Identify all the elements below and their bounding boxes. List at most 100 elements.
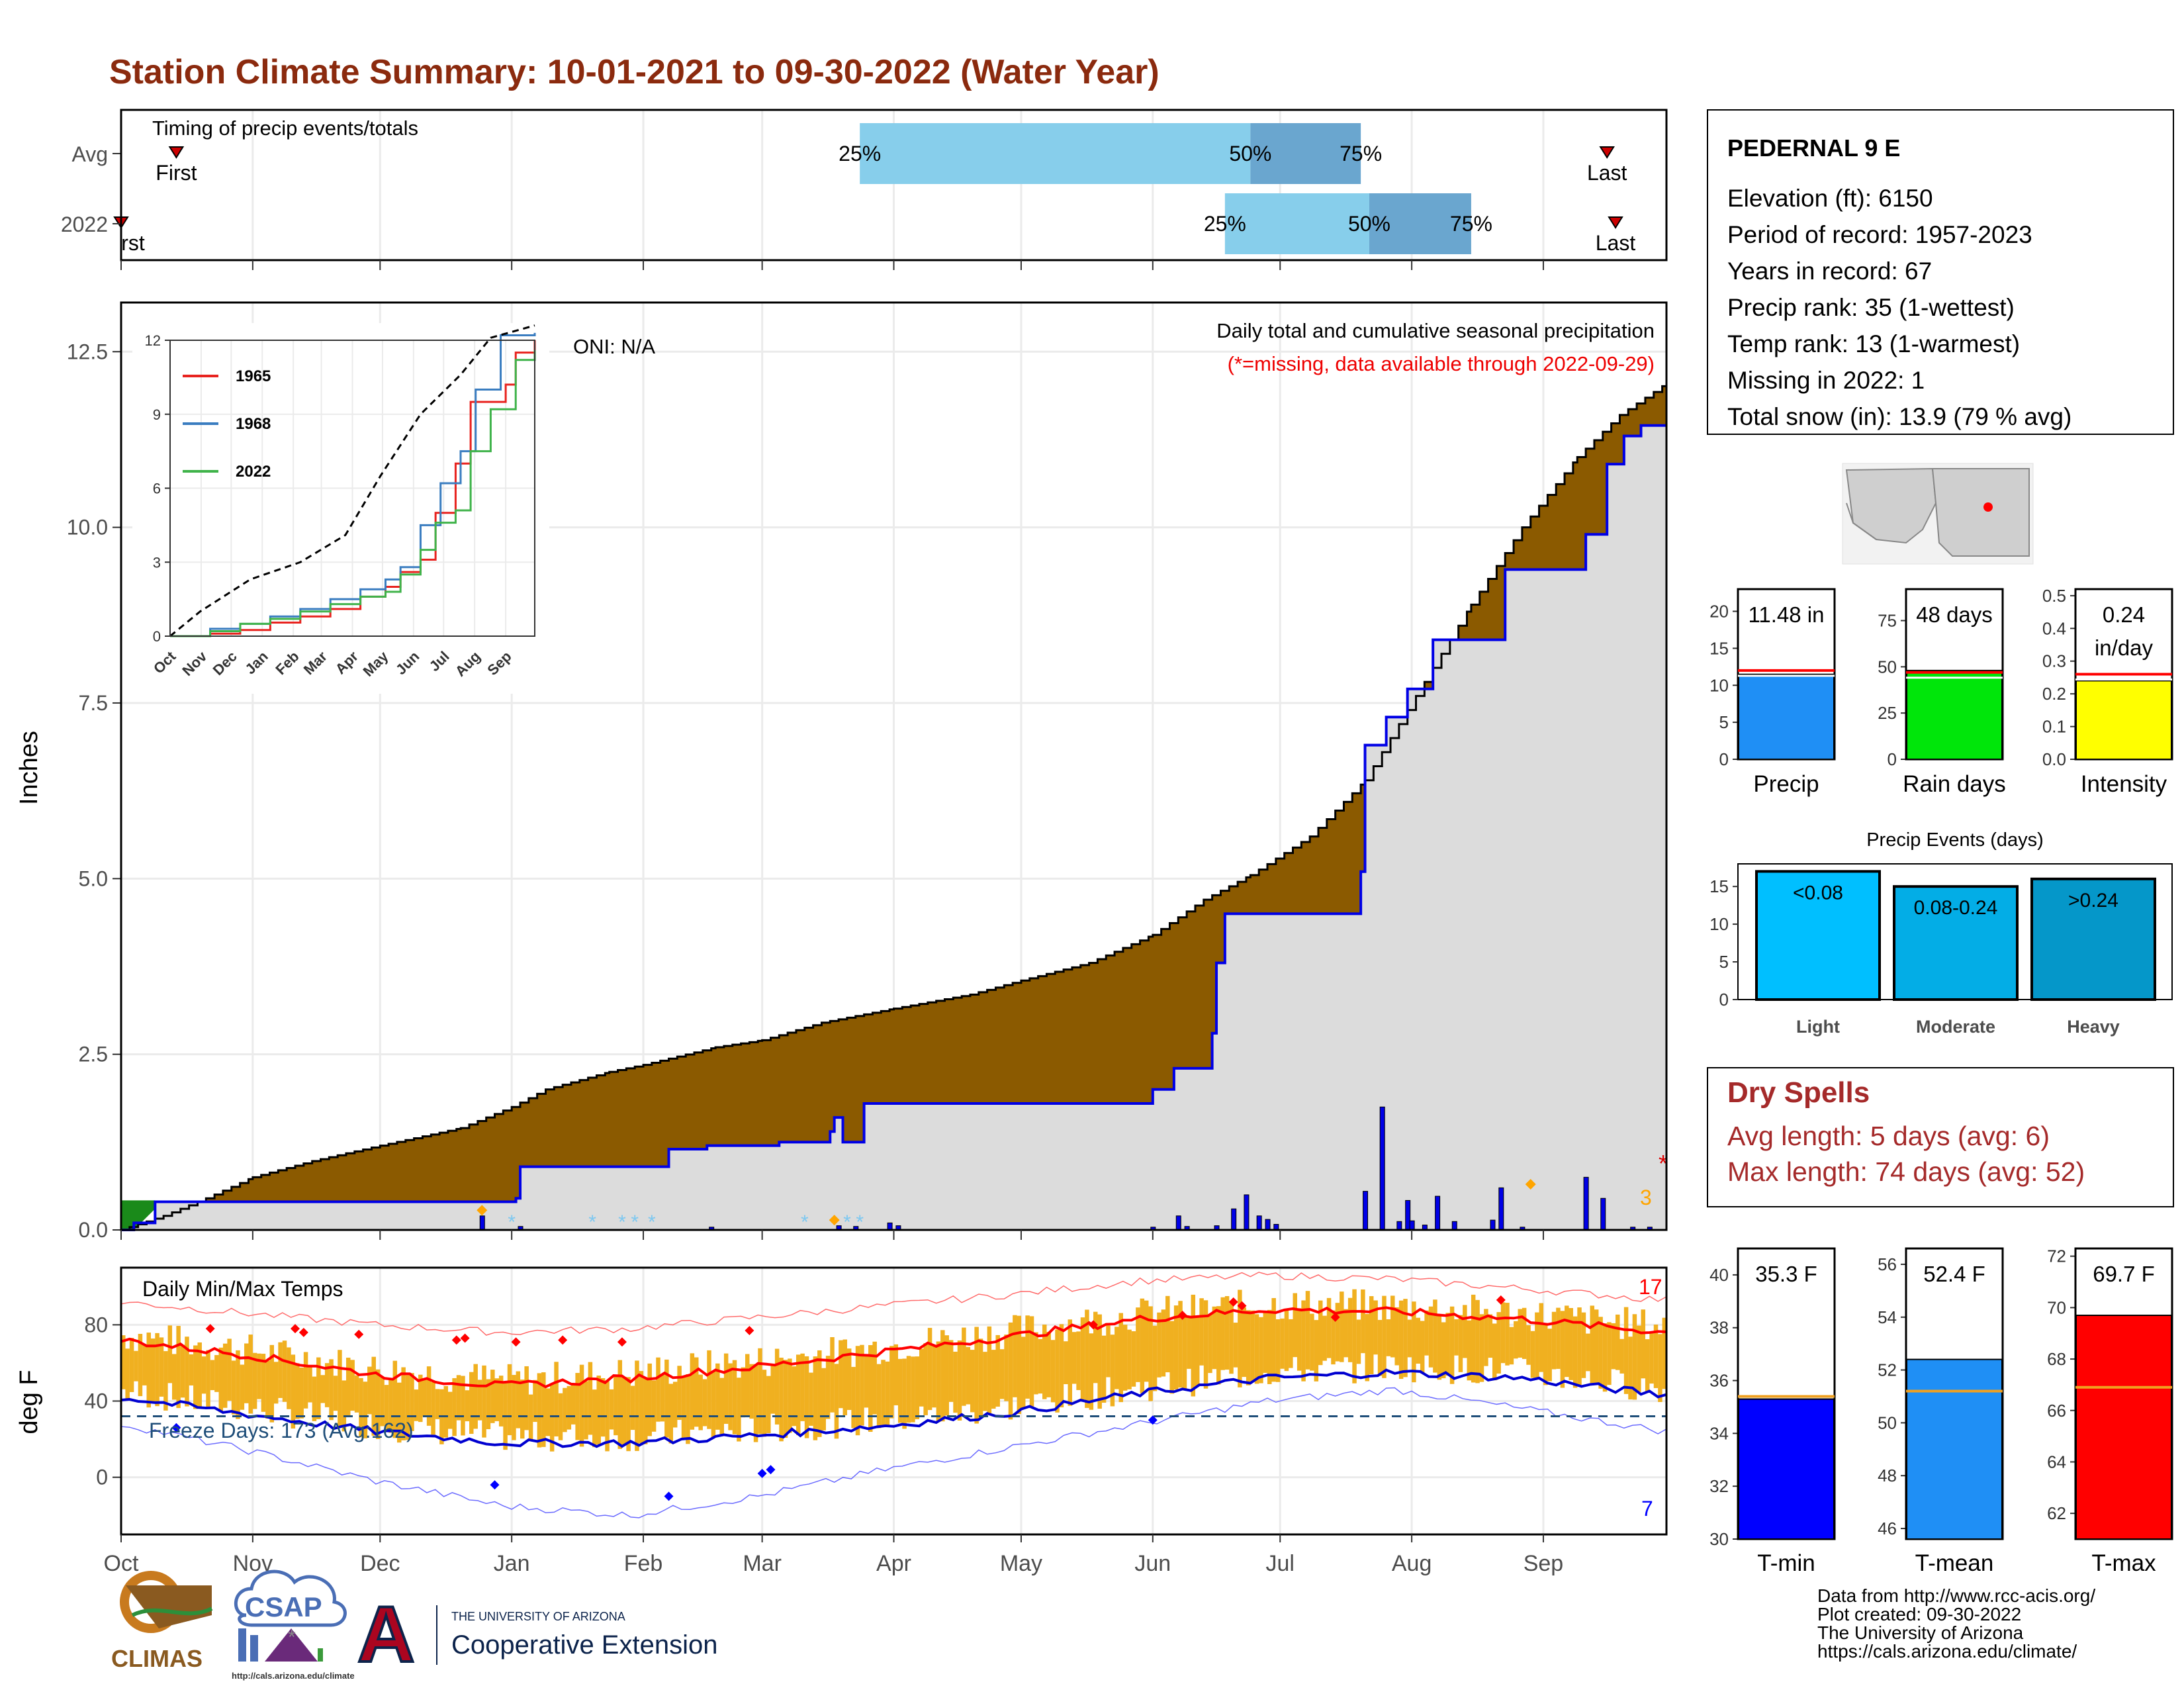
summary-value-label: 52.4 F [1923, 1262, 1985, 1286]
daily-temp-bar [948, 1340, 954, 1402]
daily-temp-bar [1475, 1299, 1480, 1383]
daily-temp-bar [614, 1375, 618, 1436]
footer-line: The University of Arizona [1817, 1622, 2024, 1643]
temperature-bars: 30 32 34 36 38 40 35.3 F T-min 46 48 50 52 54 56 52.4 … [1709, 1246, 2173, 1576]
daily-temp-bar [1297, 1308, 1302, 1371]
daily-temp-bar [1420, 1321, 1425, 1374]
daily-temp-bar [1115, 1327, 1119, 1389]
daily-temp-bar [176, 1325, 181, 1409]
dry-spells-title: Dry Spells [1727, 1076, 1870, 1109]
daily-temp-bar [1071, 1332, 1077, 1384]
daily-temp-bar [426, 1366, 432, 1426]
month-axis: Oct Nov Dec Jan Feb Mar Apr May Jun Jul Aug Sep [104, 260, 1563, 1576]
daily-temp-bar [1543, 1323, 1548, 1385]
daily-temp-bar [1619, 1338, 1624, 1374]
daily-temp-bar [1586, 1333, 1590, 1372]
daily-temp-bar [1097, 1314, 1102, 1409]
bar-y-tick-label: 5 [1719, 712, 1729, 732]
daily-temp-bar [1433, 1299, 1437, 1373]
daily-temp-bar [966, 1346, 971, 1405]
daily-precip-bar [887, 1222, 893, 1231]
daily-temp-bar [1284, 1310, 1289, 1372]
daily-temp-bar [338, 1350, 342, 1428]
record-marker [477, 1205, 488, 1216]
daily-temp-bar [1572, 1316, 1578, 1388]
snow-count: 3 [1640, 1186, 1652, 1209]
daily-temp-bar [1373, 1300, 1378, 1355]
daily-temp-bar [252, 1352, 257, 1409]
daily-temp-bar [129, 1338, 134, 1392]
daily-temp-bar [639, 1371, 644, 1444]
daily-temp-bar [936, 1341, 941, 1423]
inset-y-tick-label: 9 [153, 406, 161, 423]
bar-y-tick-label: 10 [1709, 675, 1729, 695]
record-low-count: 7 [1641, 1497, 1653, 1521]
daily-temp-bar [1322, 1315, 1327, 1361]
daily-temp-bar [902, 1358, 907, 1429]
daily-temp-bar [1157, 1312, 1161, 1378]
daily-temp-bar [371, 1356, 376, 1436]
daily-temp-bar [1632, 1314, 1637, 1400]
daily-temp-bar [477, 1380, 482, 1421]
daily-temp-bar [261, 1354, 266, 1412]
daily-temp-bar [567, 1385, 572, 1430]
daily-temp-bar [443, 1385, 449, 1438]
daily-temp-bar [1581, 1312, 1586, 1378]
station-line: Precip rank: 35 (1-wettest) [1727, 294, 2015, 321]
daily-temp-bar [1505, 1303, 1510, 1366]
precip-events-chart: Precip Events (days) 0 5 10 15 <0.08 Light 0.08… [1709, 829, 2173, 1037]
daily-temp-bar [617, 1360, 623, 1449]
daily-temp-bar [1649, 1333, 1654, 1384]
timing-row-label: 2022 [61, 212, 108, 236]
daily-precip-bar [1409, 1220, 1415, 1231]
daily-temp-bar [1509, 1327, 1514, 1365]
daily-precip-bar [1265, 1219, 1271, 1231]
daily-temp-bar [295, 1363, 300, 1419]
climas-logo: CLIMAS [111, 1571, 213, 1672]
month-label: May [1000, 1551, 1042, 1576]
precip-panel: 0.02.55.07.510.012.5* * * * * * * *3*Daily tota… [15, 301, 1668, 1242]
snow-marker: * [856, 1211, 864, 1233]
daily-temp-bar [1080, 1317, 1085, 1399]
daily-temp-bar [1449, 1306, 1455, 1384]
daily-temp-bar [1518, 1309, 1522, 1358]
daily-temp-bar [1118, 1313, 1123, 1403]
daily-temp-bar [732, 1360, 737, 1434]
bar-y-tick-label: 66 [2047, 1401, 2066, 1421]
daily-temp-bar [1038, 1338, 1043, 1394]
daily-temp-bar [388, 1380, 393, 1433]
daily-temp-bar [520, 1380, 525, 1439]
daily-temp-bar [686, 1374, 690, 1444]
daily-temp-bar [668, 1383, 674, 1444]
pct-label: 75% [1450, 212, 1492, 236]
daily-temp-bar [957, 1340, 962, 1421]
daily-temp-bar [846, 1348, 852, 1410]
daily-temp-bar [324, 1363, 330, 1407]
summary-bar [1738, 673, 1835, 760]
y-tick-label: 0.0 [79, 1218, 108, 1242]
bar-y-tick-label: 0.2 [2042, 684, 2066, 704]
legend-label: 1968 [236, 415, 271, 433]
daily-temp-bar [278, 1342, 283, 1398]
daily-temp-bar [1471, 1294, 1476, 1383]
daily-temp-bar [1496, 1312, 1501, 1374]
summary-category-label: Precip [1753, 771, 1819, 797]
daily-temp-bar [681, 1376, 686, 1438]
daily-temp-bar [1293, 1293, 1297, 1358]
daily-temp-bar [860, 1344, 864, 1426]
daily-temp-bar [621, 1376, 627, 1446]
daily-temp-bar [656, 1357, 660, 1422]
summary-bar [2075, 1315, 2172, 1540]
daily-temp-bar [524, 1366, 529, 1430]
bar-y-tick-label: 48 [1878, 1466, 1897, 1485]
daily-temp-bar [367, 1366, 372, 1415]
daily-temp-bar [1551, 1311, 1557, 1370]
daily-temp-bar [375, 1369, 381, 1439]
daily-temp-bar [779, 1357, 784, 1442]
daily-temp-bar [753, 1364, 758, 1442]
daily-temp-bar [1369, 1296, 1374, 1375]
daily-temp-bar [749, 1364, 754, 1419]
daily-temp-bar [1467, 1320, 1472, 1381]
daily-temp-bar [1013, 1315, 1017, 1397]
daily-temp-bar [1042, 1325, 1047, 1399]
